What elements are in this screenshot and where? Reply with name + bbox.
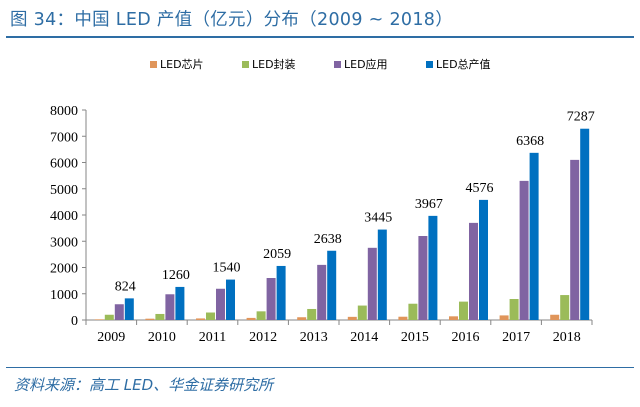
data-label-total: 1260: [162, 268, 190, 283]
bar-application: [570, 159, 580, 320]
legend-label-2: LED应用: [344, 57, 388, 71]
bar-total: [529, 152, 539, 320]
bar-chip: [550, 314, 560, 320]
x-tick-label: 2015: [401, 330, 429, 345]
bar-total: [175, 286, 185, 320]
bar-total: [428, 215, 438, 320]
bar-chip: [398, 316, 408, 320]
y-tick-label: 7000: [50, 130, 78, 145]
data-label-total: 4576: [466, 181, 494, 196]
bar-package: [509, 299, 519, 320]
y-tick-label: 2000: [50, 262, 78, 277]
x-tick-label: 2010: [148, 330, 176, 345]
y-tick-label: 3000: [50, 235, 78, 250]
bar-package: [408, 303, 418, 320]
data-label-total: 2059: [263, 247, 291, 262]
x-tick-label: 2011: [199, 330, 226, 345]
data-label-total: 3967: [415, 197, 443, 212]
bar-package: [206, 312, 215, 320]
bar-chip: [347, 316, 357, 320]
x-tick-label: 2009: [97, 330, 125, 345]
bar-chip: [196, 318, 205, 320]
bar-application: [114, 304, 124, 320]
bar-application: [216, 288, 225, 320]
bar-package: [357, 305, 367, 320]
bar-chip: [246, 317, 256, 320]
bar-package: [155, 313, 165, 320]
y-tick-label: 1000: [50, 288, 78, 303]
bar-total: [327, 250, 337, 320]
bar-total: [479, 199, 488, 320]
x-tick-label: 2014: [350, 330, 378, 345]
y-tick-label: 8000: [50, 104, 78, 119]
bar-package: [256, 311, 266, 320]
x-tick-label: 2018: [553, 330, 581, 345]
data-label-total: 3445: [364, 211, 392, 226]
bar-chip: [499, 315, 509, 320]
bar-total: [124, 298, 134, 320]
bar-package: [459, 301, 468, 320]
source-divider: [6, 367, 634, 368]
legend-swatch-0: [150, 61, 157, 68]
y-tick-label: 5000: [50, 183, 78, 198]
x-tick-label: 2012: [249, 330, 277, 345]
x-tick-label: 2013: [300, 330, 328, 345]
bar-package: [104, 314, 114, 320]
y-tick-label: 0: [71, 314, 78, 329]
data-label-total: 2638: [314, 232, 342, 247]
y-tick-label: 6000: [50, 157, 78, 172]
title-divider: [6, 36, 634, 38]
bar-total: [276, 265, 286, 320]
legend-swatch-3: [426, 61, 433, 68]
bar-total: [377, 229, 387, 320]
figure-title: 图 34：中国 LED 产值（亿元）分布（2009 ~ 2018）: [10, 10, 453, 30]
legend-swatch-1: [242, 61, 249, 68]
legend-label-3: LED总产值: [436, 57, 491, 71]
bar-application: [418, 236, 428, 320]
bar-total: [226, 279, 235, 320]
data-label-total: 824: [115, 279, 136, 294]
bar-application: [469, 222, 478, 320]
bar-package: [307, 308, 317, 320]
bar-application: [519, 180, 529, 320]
bar-chip: [297, 317, 307, 320]
bar-chip: [449, 316, 458, 320]
bar-chip: [94, 319, 104, 320]
bar-application: [165, 294, 175, 320]
data-label-total: 6368: [516, 134, 544, 149]
bar-application: [367, 247, 377, 320]
bar-application: [266, 278, 276, 320]
bar-package: [560, 295, 570, 320]
bar-total: [580, 128, 590, 320]
bar-application: [317, 264, 327, 320]
x-tick-label: 2016: [452, 330, 480, 345]
legend-label-1: LED封装: [252, 57, 296, 71]
data-label-total: 1540: [213, 261, 241, 276]
y-tick-label: 4000: [50, 209, 78, 224]
x-tick-label: 2017: [502, 330, 530, 345]
bar-chart: LED芯片 LED封装 LED应用 LED总产值 0 1000 2000 3000 4000 50…: [50, 57, 595, 345]
data-label-total: 7287: [567, 110, 595, 125]
legend-label-0: LED芯片: [160, 57, 204, 71]
figure-source: 资料来源：高工 LED、华金证券研究所: [14, 376, 274, 394]
legend-swatch-2: [334, 61, 341, 68]
bar-chip: [145, 318, 155, 320]
